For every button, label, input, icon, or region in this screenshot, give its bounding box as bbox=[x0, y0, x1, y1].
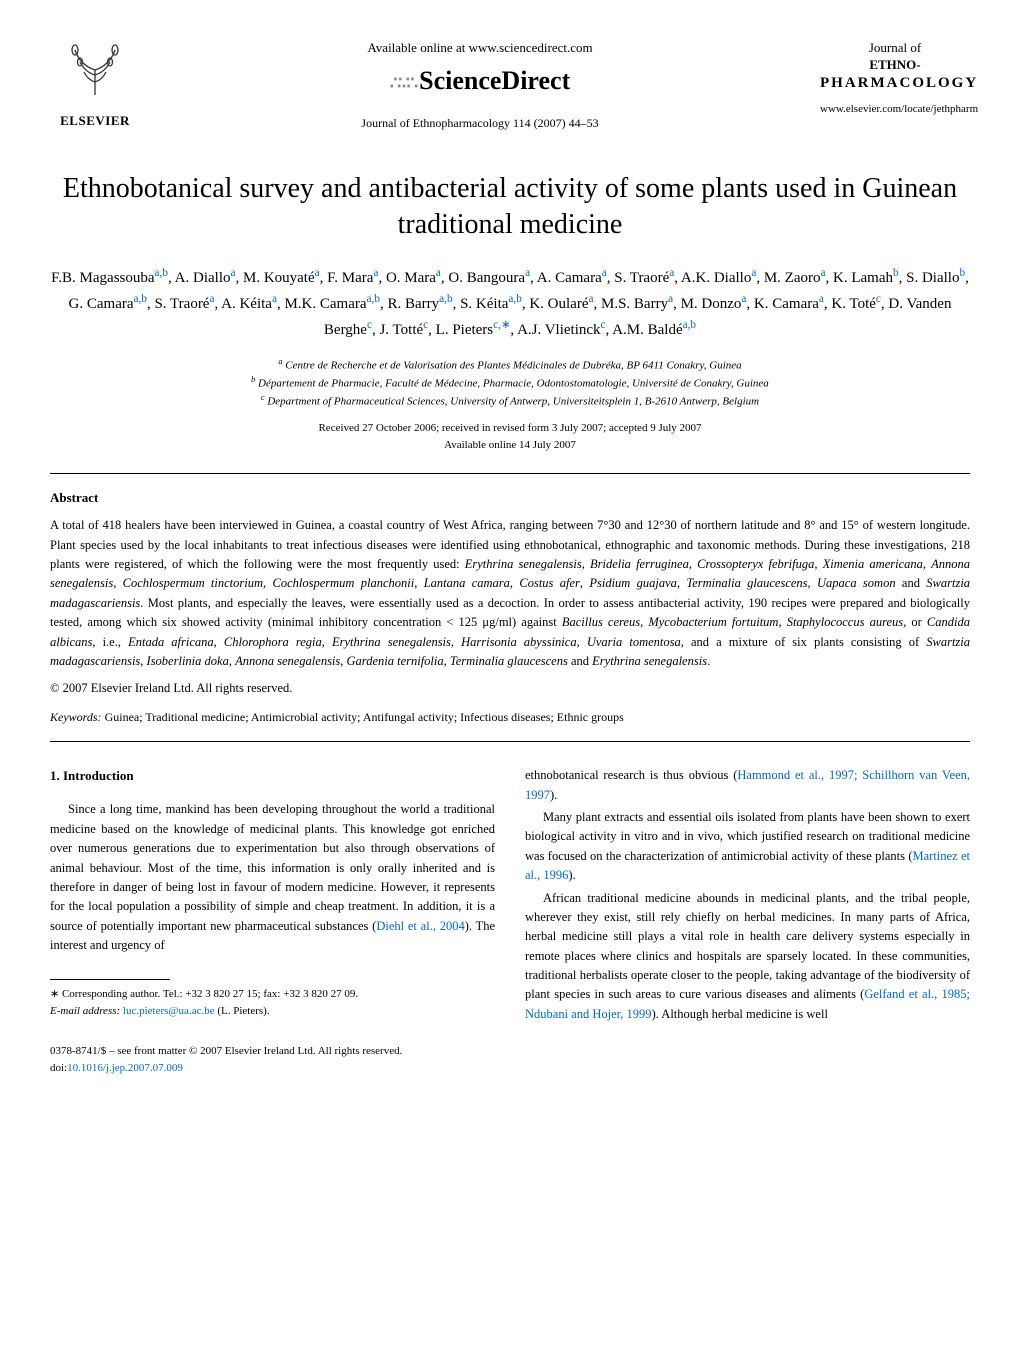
right-column: ethnobotanical research is thus obvious … bbox=[525, 766, 970, 1076]
email-link[interactable]: luc.pieters@ua.ac.be bbox=[123, 1005, 215, 1017]
email-name: (L. Pieters). bbox=[215, 1005, 270, 1017]
intro-para-3: African traditional medicine abounds in … bbox=[525, 889, 970, 1025]
article-dates: Received 27 October 2006; received in re… bbox=[50, 420, 970, 453]
sciencedirect-text: ScienceDirect bbox=[419, 66, 570, 95]
abstract-copyright: © 2007 Elsevier Ireland Ltd. All rights … bbox=[50, 681, 970, 696]
keywords-label: Keywords: bbox=[50, 710, 102, 724]
available-online-text: Available online at www.sciencedirect.co… bbox=[140, 40, 820, 56]
abstract-body: A total of 418 healers have been intervi… bbox=[50, 516, 970, 671]
received-date: Received 27 October 2006; received in re… bbox=[50, 420, 970, 437]
sciencedirect-dots-icon: ∴∵∴ bbox=[390, 73, 415, 93]
elsevier-text: ELSEVIER bbox=[50, 113, 140, 129]
footnote-email-line: E-mail address: luc.pieters@ua.ac.be (L.… bbox=[50, 1003, 495, 1020]
abstract-heading: Abstract bbox=[50, 490, 970, 506]
doi-link[interactable]: 10.1016/j.jep.2007.07.009 bbox=[67, 1062, 183, 1074]
journal-line1: Journal of bbox=[820, 40, 970, 57]
available-date: Available online 14 July 2007 bbox=[50, 437, 970, 454]
page-header: ELSEVIER Available online at www.science… bbox=[50, 40, 970, 131]
article-title: Ethnobotanical survey and antibacterial … bbox=[50, 171, 970, 244]
journal-logo-block: Journal of ETHNO- PHARMACOLOGY www.elsev… bbox=[820, 40, 970, 115]
elsevier-tree-icon bbox=[50, 40, 140, 109]
affiliation-a: a Centre de Recherche et de Valorisation… bbox=[50, 356, 970, 374]
affiliations: a Centre de Recherche et de Valorisation… bbox=[50, 356, 970, 410]
footnote-divider bbox=[50, 979, 170, 980]
intro-para-1: Since a long time, mankind has been deve… bbox=[50, 800, 495, 955]
journal-line3: PHARMACOLOGY bbox=[820, 74, 970, 94]
journal-citation: Journal of Ethnopharmacology 114 (2007) … bbox=[140, 116, 820, 131]
intro-heading: 1. Introduction bbox=[50, 766, 495, 786]
sciencedirect-logo: ∴∵∴ScienceDirect bbox=[140, 66, 820, 96]
elsevier-logo: ELSEVIER bbox=[50, 40, 140, 129]
footnote-corresponding: ∗ Corresponding author. Tel.: +32 3 820 … bbox=[50, 986, 495, 1003]
divider bbox=[50, 473, 970, 474]
corresponding-author-footnote: ∗ Corresponding author. Tel.: +32 3 820 … bbox=[50, 986, 495, 1019]
journal-line2: ETHNO- bbox=[820, 57, 970, 74]
left-column: 1. Introduction Since a long time, manki… bbox=[50, 766, 495, 1076]
affiliation-b: b Département de Pharmacie, Faculté de M… bbox=[50, 374, 970, 392]
affiliation-c: c Department of Pharmaceutical Sciences,… bbox=[50, 392, 970, 410]
intro-para-1b: ethnobotanical research is thus obvious … bbox=[525, 766, 970, 805]
footer-copyright: 0378-8741/$ – see front matter © 2007 El… bbox=[50, 1043, 495, 1060]
journal-title-box: Journal of ETHNO- PHARMACOLOGY bbox=[820, 40, 970, 93]
doi-label: doi: bbox=[50, 1062, 67, 1074]
page-footer: 0378-8741/$ – see front matter © 2007 El… bbox=[50, 1043, 495, 1076]
intro-para-2: Many plant extracts and essential oils i… bbox=[525, 808, 970, 886]
two-column-body: 1. Introduction Since a long time, manki… bbox=[50, 766, 970, 1076]
email-label: E-mail address: bbox=[50, 1005, 120, 1017]
footer-doi: doi:10.1016/j.jep.2007.07.009 bbox=[50, 1060, 495, 1077]
journal-url: www.elsevier.com/locate/jethpharm bbox=[820, 103, 970, 115]
keywords-list: Guinea; Traditional medicine; Antimicrob… bbox=[102, 710, 624, 724]
authors-list: F.B. Magassoubaa,b, A. Dialloa, M. Kouya… bbox=[50, 264, 970, 342]
keywords: Keywords: Guinea; Traditional medicine; … bbox=[50, 710, 970, 725]
divider bbox=[50, 741, 970, 742]
header-center: Available online at www.sciencedirect.co… bbox=[140, 40, 820, 131]
